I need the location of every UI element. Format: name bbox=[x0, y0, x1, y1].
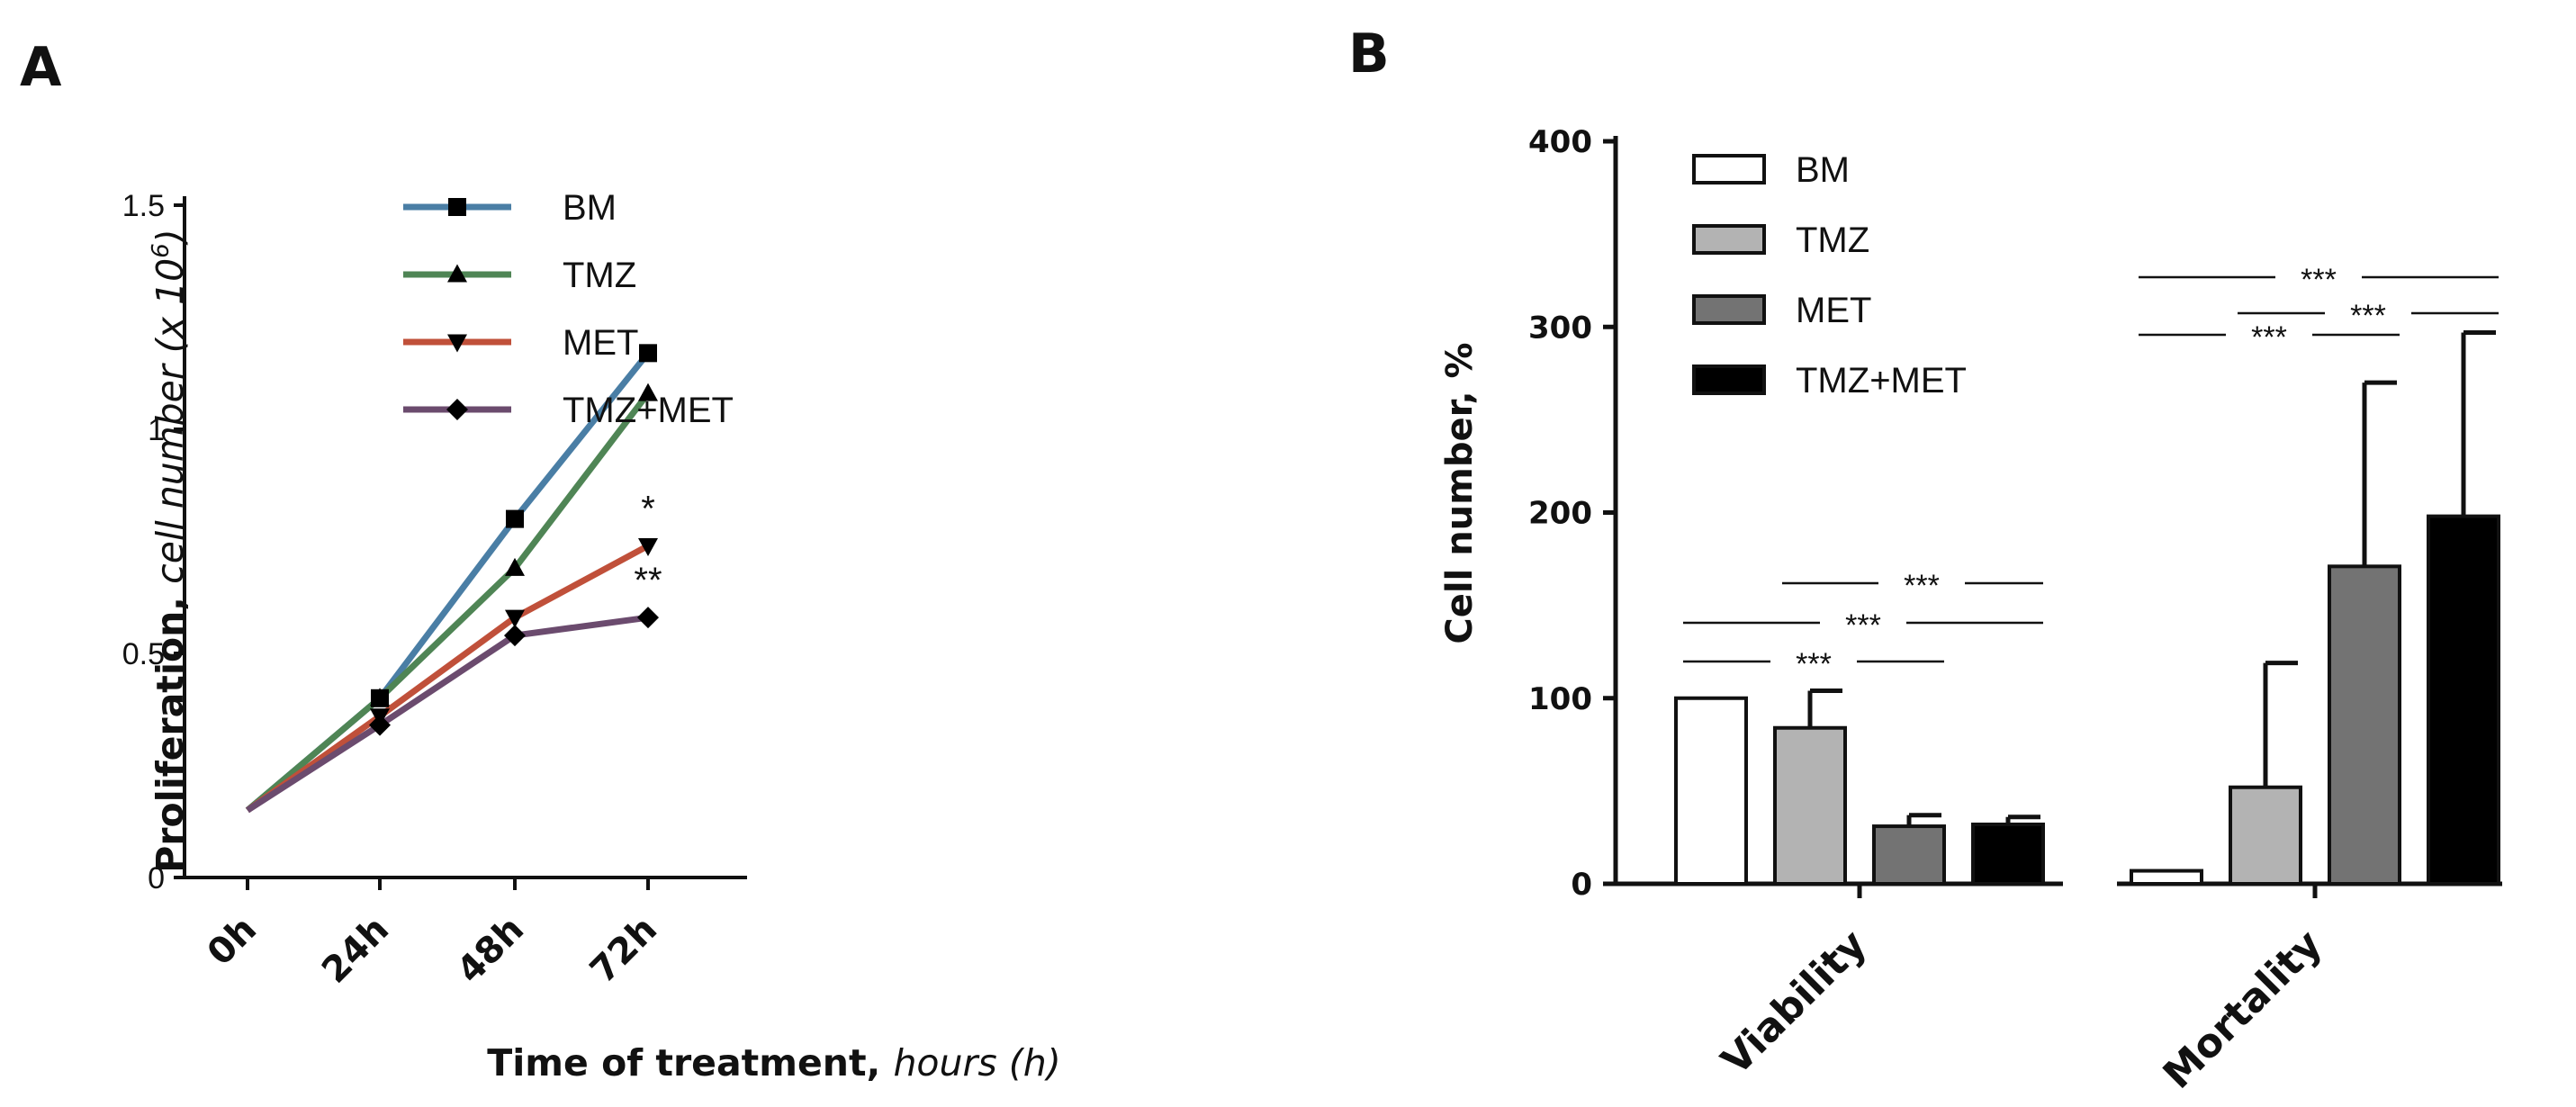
y-tick-label: 0 bbox=[148, 861, 165, 896]
panel-label-b: B bbox=[1348, 22, 1390, 86]
bar-chart: 0 100 200 300 400 Viability Mortality *** *** ***… bbox=[1439, 124, 2502, 1098]
legend-swatch bbox=[1692, 364, 1766, 395]
bar-tmz-met bbox=[2427, 514, 2500, 886]
significance-mark: *** bbox=[1796, 647, 1832, 681]
data-point bbox=[506, 509, 524, 528]
y-axis-label: Proliferation, cell number (x 106) bbox=[148, 229, 192, 873]
x-tick-label: 72h bbox=[582, 909, 665, 992]
x-tick-label: Mortality bbox=[2155, 922, 2331, 1098]
bar-met bbox=[1872, 824, 1946, 886]
legend-label: MET bbox=[1796, 291, 1871, 330]
bar-bm bbox=[2130, 868, 2203, 886]
data-point bbox=[505, 609, 525, 628]
legend-marker bbox=[446, 399, 468, 420]
x-tick-label: Viability bbox=[1713, 922, 1876, 1084]
series-line-tmz bbox=[245, 392, 651, 813]
y-tick-label: 0 bbox=[1571, 867, 1592, 903]
data-point bbox=[638, 537, 658, 556]
data-point bbox=[369, 714, 391, 736]
legend-label: MET bbox=[563, 323, 638, 363]
significance-mark: * bbox=[641, 489, 655, 528]
y-axis-label: Cell number, % bbox=[1439, 342, 1481, 644]
data-point bbox=[638, 382, 658, 401]
bar-tmz bbox=[2229, 785, 2302, 886]
legend-label: TMZ bbox=[563, 256, 636, 295]
series-line-met bbox=[245, 543, 650, 814]
bar-bm bbox=[1674, 696, 1748, 886]
significance-mark: *** bbox=[2350, 299, 2386, 333]
y-tick-label: 1 bbox=[148, 413, 165, 447]
x-axis-label: Time of treatment, hours (h) bbox=[487, 1041, 1060, 1084]
data-point bbox=[639, 344, 657, 363]
legend-marker bbox=[448, 198, 466, 216]
line-chart: 00.511.50h 24h 48h 72h***BMTMZMETTMZ+METPro… bbox=[122, 188, 1061, 1084]
significance-mark: *** bbox=[1904, 569, 1940, 603]
significance-mark: *** bbox=[2251, 320, 2287, 355]
y-tick-label: 200 bbox=[1528, 496, 1592, 532]
bar-tmz-met bbox=[1971, 823, 2045, 886]
x-tick-label: 48h bbox=[449, 909, 532, 992]
significance-mark: *** bbox=[1845, 608, 1881, 643]
y-tick-label: 0.5 bbox=[122, 637, 165, 671]
legend-label: TMZ+MET bbox=[1796, 361, 1967, 400]
legend-swatch bbox=[1692, 294, 1766, 325]
series-line-tmz-met bbox=[246, 614, 649, 814]
legend-marker bbox=[447, 334, 467, 353]
data-point bbox=[370, 688, 390, 706]
panel-label-a: A bbox=[20, 36, 62, 99]
significance-mark: ** bbox=[634, 561, 662, 600]
legend-swatch bbox=[1692, 154, 1766, 184]
y-tick-label: 1.5 bbox=[122, 189, 165, 223]
bar-tmz bbox=[1773, 725, 1847, 886]
x-tick-label: 0h bbox=[200, 909, 265, 974]
significance-mark: *** bbox=[2301, 263, 2337, 297]
data-point bbox=[637, 607, 659, 629]
bar-met bbox=[2328, 564, 2401, 886]
legend-label: BM bbox=[1796, 150, 1850, 190]
legend-marker bbox=[447, 264, 467, 283]
y-tick-label: 400 bbox=[1528, 124, 1592, 160]
y-tick-label: 300 bbox=[1528, 310, 1592, 346]
data-point bbox=[505, 557, 525, 576]
legend-label: BM bbox=[563, 188, 617, 228]
x-tick-label: 24h bbox=[314, 909, 397, 992]
legend-label: TMZ bbox=[1796, 220, 1869, 260]
data-point bbox=[504, 625, 526, 647]
legend-swatch bbox=[1692, 224, 1766, 255]
legend-label: TMZ+MET bbox=[563, 391, 734, 430]
y-tick-label: 100 bbox=[1528, 681, 1592, 717]
